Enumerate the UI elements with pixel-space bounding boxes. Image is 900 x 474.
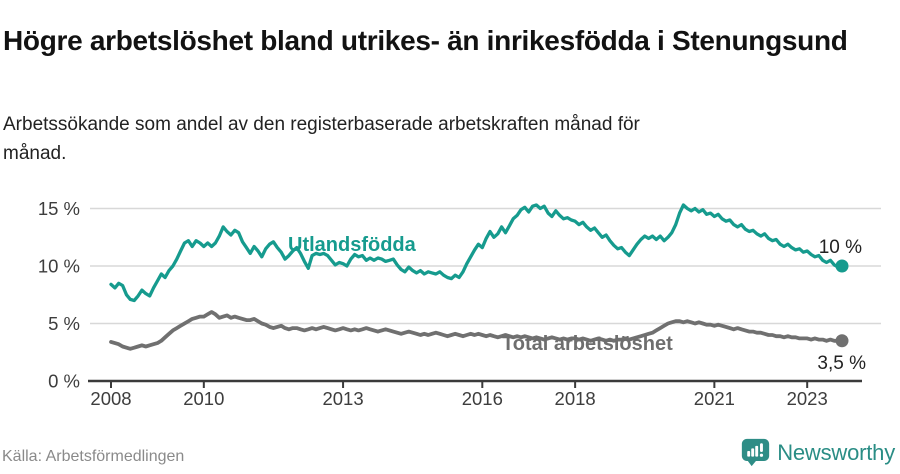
x-axis-tick-label: 2023 — [787, 388, 828, 409]
series-end-dot-0 — [835, 259, 849, 273]
series-line-1 — [109, 310, 844, 351]
page-title: Högre arbetslöshet bland utrikes- än inr… — [3, 24, 848, 56]
x-axis-tick-label: 2013 — [322, 388, 363, 409]
y-axis-tick-label: 0 % — [48, 371, 80, 392]
line-chart: 2008 2010 2013 2016 2018 2021 2023 0 % 5 % 10 % 15… — [0, 165, 900, 423]
newsworthy-brand: Newsworthy — [741, 437, 895, 468]
y-axis-tick-label: 5 % — [48, 313, 80, 334]
chart-canvas: 2008 2010 2013 2016 2018 2021 2023 0 % 5 % 10 % 15… — [38, 198, 881, 409]
source-credit: Källa: Arbetsförmedlingen — [2, 448, 185, 465]
chart-subtitle: Arbetssökande som andel av den registerb… — [3, 114, 640, 164]
series-end-value-label-0: 10 % — [819, 237, 862, 258]
series-line-0 — [109, 203, 844, 303]
x-axis-tick-label: 2016 — [462, 388, 503, 409]
y-axis-tick-label: 15 % — [38, 198, 80, 219]
x-axis-tick-label: 2010 — [183, 388, 224, 409]
x-axis-tick-label: 2008 — [90, 388, 131, 409]
series-label-1: Total arbetslöshet — [502, 333, 673, 355]
newsworthy-logo-icon — [742, 438, 770, 467]
series-label-0: Utlandsfödda — [288, 234, 417, 256]
series-end-value-label-1: 3,5 % — [817, 353, 866, 374]
x-axis-tick-label: 2021 — [694, 388, 735, 409]
series-end-dot-1 — [835, 334, 849, 348]
newsworthy-wordmark: Newsworthy — [777, 439, 895, 465]
y-axis-tick-label: 10 % — [38, 256, 80, 277]
x-axis-tick-label: 2018 — [555, 388, 596, 409]
